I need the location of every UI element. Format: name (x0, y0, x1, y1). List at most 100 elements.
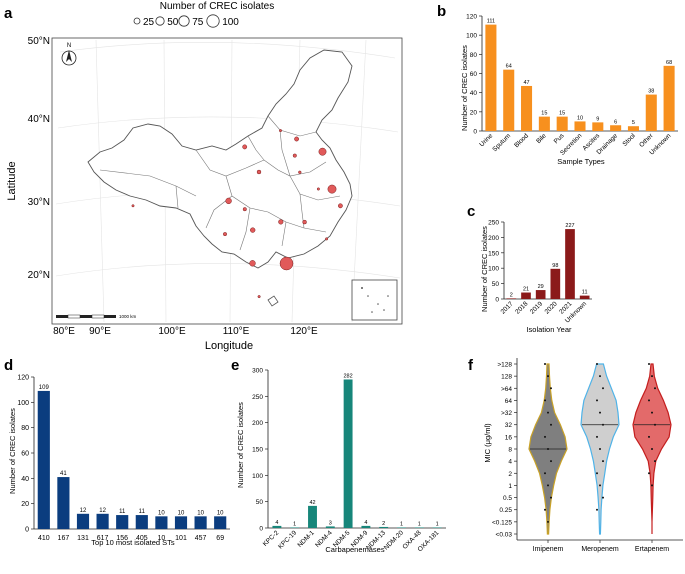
violin-dot-imipenem-3 (544, 399, 546, 402)
china-outline (87, 49, 353, 269)
map-x-tick-4: 120°E (290, 326, 318, 337)
chart-d-category-5: 405 (136, 535, 148, 542)
violin-dot-imipenem-10 (547, 484, 549, 487)
chart-b-bar-Pus (556, 116, 568, 131)
chart-b-value-6: 9 (596, 116, 599, 122)
chart-c-value-1: 21 (523, 287, 529, 293)
f-ytick-label-5: 32 (505, 422, 513, 429)
chart-d-bar-69 (214, 516, 227, 529)
chart-e-value-3: 3 (329, 520, 332, 526)
chart-d-ytick-label-2: 40 (21, 476, 29, 483)
chart-d-category-0: 410 (38, 535, 50, 542)
map-x-label: Longitude (205, 340, 253, 352)
f-ytick-label-1: 128 (501, 374, 512, 381)
violin-dot-ertapenem-3 (648, 399, 650, 402)
chart-b-ytick-label-3: 60 (470, 71, 478, 78)
chart-c-bar-2021 (565, 229, 575, 299)
chart-e-bar-NDM-4 (325, 526, 335, 528)
chart-e-bar-OXA-181 (432, 527, 442, 528)
f-ytick-label-2: >64 (501, 386, 512, 393)
violin-dot-ertapenem-5 (654, 423, 656, 426)
b-x-label: Sample Types (557, 157, 605, 166)
map-ticks: 80°E 90°E 100°E 110°E 120°E 50°N 40°N 30°N 20°N (28, 36, 318, 337)
north-label: N (67, 43, 71, 49)
f-category-1: Meropenem (581, 546, 619, 553)
chart-b-value-5: 10 (577, 115, 583, 121)
chart-d-value-9: 10 (217, 510, 224, 516)
map-point-2 (256, 169, 262, 175)
violin-dot-imipenem-1 (547, 375, 549, 378)
chart-b-value-0: 111 (487, 19, 495, 25)
violin-dot-ertapenem-6 (648, 435, 650, 438)
chart-b-ytick-label-0: 0 (473, 129, 477, 136)
chart-e-value-9: 1 (436, 521, 439, 527)
chart-e-bar-OXA-48 (414, 527, 424, 528)
hainan-island (267, 295, 279, 307)
violin-dot-imipenem-7 (547, 448, 549, 450)
violin-dot-meropenem-0 (596, 363, 598, 365)
map-point-17 (325, 237, 329, 241)
chart-d-ytick-label-3: 60 (21, 451, 29, 458)
chart-b-value-8: 5 (632, 120, 635, 126)
map-point-4 (294, 136, 300, 142)
chart-b-bar-Stool (627, 126, 639, 131)
map-inset-islands (361, 287, 389, 313)
map-y-tick-1: 40°N (28, 114, 50, 125)
legend-circle-75 (178, 15, 190, 27)
violin-dot-ertapenem-4 (651, 411, 653, 414)
map-y-label: Latitude (6, 161, 18, 200)
chart-d-category-3: 617 (97, 535, 109, 542)
chart-e-bar-NDM-5 (343, 379, 353, 528)
e-x-label: Carbapenemases (325, 545, 384, 554)
chart-c-category-0: 2017 (500, 300, 515, 315)
map-point-18 (249, 260, 256, 267)
scale-label: 1000 km (119, 314, 137, 319)
chart-d-ytick-label-1: 20 (21, 501, 29, 508)
map-point-1 (242, 144, 248, 150)
f-ytick-label-14: <0.03 (496, 532, 513, 539)
chart-c-value-2: 29 (538, 284, 544, 290)
map-x-tick-0: 80°E (53, 326, 75, 337)
e-y-label: Number of CREC isolates (236, 402, 245, 488)
chart-d-category-6: 10 (158, 535, 166, 542)
map-x-tick-1: 90°E (89, 326, 111, 337)
panel-letter-b: b (437, 3, 446, 20)
violin-dot-imipenem-2 (550, 387, 552, 390)
chart-c: 0 50 100 150 200 250 2 2017 21 2018 29 2019 98 2020 22… (488, 220, 592, 325)
f-category-2: Ertapenem (635, 546, 669, 553)
f-ytick-label-6: 16 (505, 434, 513, 441)
violin-dot-meropenem-8 (602, 460, 604, 463)
chart-b-ytick-label-5: 100 (466, 33, 477, 40)
map-point-20 (257, 295, 261, 299)
chart-d-category-1: 167 (58, 535, 70, 542)
chart-b-value-2: 47 (523, 80, 529, 86)
chart-d-value-2: 12 (80, 508, 87, 514)
map-point-0 (131, 204, 135, 208)
chart-b-bar-Sputum (503, 69, 515, 131)
chart-e-bar-NDM-1 (308, 505, 317, 528)
chart-d-bar-10 (155, 516, 168, 529)
chart-c-bar-2019 (535, 290, 546, 299)
chart-e-value-6: 2 (382, 521, 385, 527)
chart-b-value-7: 6 (614, 119, 617, 125)
panel-letter-a: a (4, 5, 13, 22)
chart-b-category-0: Urine (478, 132, 494, 148)
map-x-tick-2: 100°E (158, 326, 186, 337)
chart-d-bar-156 (116, 515, 129, 529)
violin-dot-meropenem-4 (599, 411, 601, 414)
f-ytick-label-8: 4 (508, 459, 512, 466)
panel-b-sample-types: b Number of CREC isolates Sample Types 0… (437, 3, 678, 166)
f-y-label: MIC (μg/ml) (483, 423, 492, 463)
north-arrow-icon: N (61, 43, 77, 66)
map-point-16 (302, 219, 307, 225)
chart-d-value-1: 41 (60, 471, 67, 477)
panel-d-top-sts: d Number of CREC isolates Top 10 most is… (4, 357, 230, 547)
chart-d-value-3: 12 (99, 508, 106, 514)
chart-b-ytick-label-2: 40 (470, 90, 478, 97)
chart-d-ytick-label-5: 100 (17, 400, 29, 407)
map-point-10 (338, 203, 343, 209)
chart-c-ytick-label-3: 150 (488, 250, 499, 257)
chart-c-bar-2018 (521, 292, 531, 299)
chart-c-ytick-label-5: 250 (488, 220, 499, 227)
